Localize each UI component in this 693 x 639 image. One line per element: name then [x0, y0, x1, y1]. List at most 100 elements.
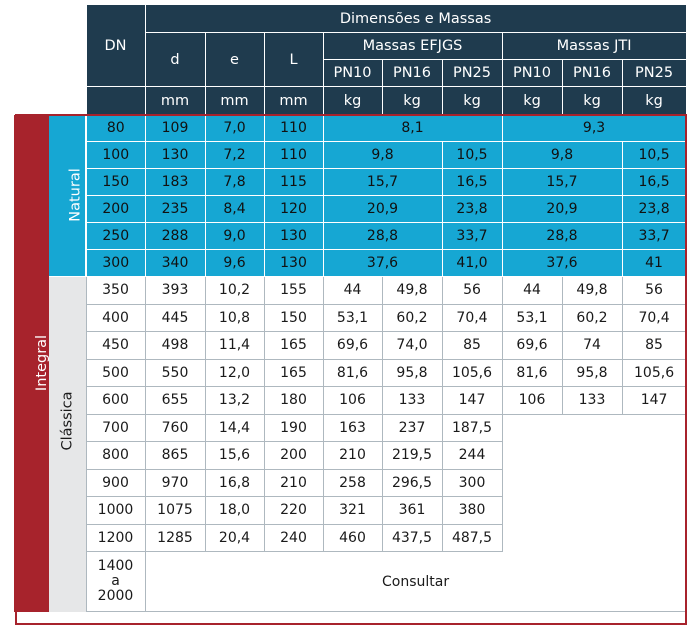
unit-dn	[85, 86, 146, 115]
cell-d: 235	[145, 195, 206, 223]
cell-jti-pn25: 33,7	[622, 222, 687, 250]
cell-jti-pn16: 133	[562, 386, 623, 415]
cell-efjgs-pn25: 85	[442, 331, 503, 360]
cell-e: 7,2	[205, 141, 265, 169]
consultar-note: Consultar	[145, 551, 687, 612]
cell-efjgs-pn10: 258	[323, 469, 383, 497]
cell-e: 14,4	[205, 414, 265, 442]
cell-efjgs-pn25: 41,0	[442, 249, 503, 277]
dn-range-line: a	[111, 573, 120, 589]
cell-jti-pn25: 85	[622, 331, 687, 360]
dn-range-line: 2000	[97, 588, 134, 604]
cell-dn: 700	[86, 414, 146, 442]
cell-d: 393	[145, 276, 206, 305]
cell-d: 760	[145, 414, 206, 442]
cell-jti-pn25: 147	[622, 386, 687, 415]
table-row: Clássica 350 393 10,2 155 44 49,8 56 44 49,8 56	[14, 276, 687, 612]
cell-L: 180	[264, 386, 324, 415]
cell-efjgs-pn25: 380	[442, 496, 503, 525]
cell-e: 10,2	[205, 276, 265, 305]
header-dimensions-title: Dimensões e Massas	[144, 4, 687, 33]
cell-L: 110	[264, 114, 324, 142]
classica-label: Clássica	[59, 391, 76, 451]
cell-efjgs-pn16: 49,8	[382, 276, 443, 305]
unit-d: mm	[144, 86, 206, 115]
cell-efjgs-pn25: 10,5	[442, 141, 503, 169]
dimensions-table: DN Dimensões e Massas d e L Massas EFJGS…	[14, 4, 687, 612]
header-jti-pn25: PN25	[621, 59, 687, 87]
cell-dn: 600	[86, 386, 146, 415]
cell-efjgs-pn25: 244	[442, 441, 503, 470]
table-row: 500 550 12,0 165 81,6 95,8 105,6 81,6 95,8 105,6	[14, 359, 687, 387]
cell-L: 130	[264, 222, 324, 250]
cell-jti-pn10-16: 28,8	[502, 222, 623, 250]
cell-d: 445	[145, 304, 206, 332]
cell-d: 130	[145, 141, 206, 169]
cell-L: 165	[264, 359, 324, 387]
header-jti-pn16: PN16	[561, 59, 623, 87]
cell-efjgs-pn16: 296,5	[382, 469, 443, 497]
cell-e: 18,0	[205, 496, 265, 525]
cell-efjgs-pn16: 95,8	[382, 359, 443, 387]
cell-efjgs-pn16: 219,5	[382, 441, 443, 470]
cell-L: 115	[264, 168, 324, 196]
cell-efjgs-pn25: 487,5	[442, 524, 503, 552]
header-e: e	[204, 32, 265, 87]
cell-dn: 1200	[86, 524, 146, 552]
cell-efjgs-pn10: 321	[323, 496, 383, 525]
cell-efjgs-pn16: 237	[382, 414, 443, 442]
cell-efjgs-pn10: 81,6	[323, 359, 383, 387]
header-L: L	[263, 32, 324, 87]
cell-d: 109	[145, 114, 206, 142]
table-row: 800 865 15,6 200 210 219,5 244	[14, 441, 686, 470]
integral-label-cell: Integral	[14, 114, 49, 612]
header-dn: DN	[85, 4, 146, 87]
header-efjgs-pn25: PN25	[441, 59, 503, 87]
cell-e: 8,4	[205, 195, 265, 223]
cell-efjgs-pn10-16: 15,7	[323, 168, 443, 196]
cell-e: 9,0	[205, 222, 265, 250]
header-efjgs-pn16: PN16	[381, 59, 443, 87]
unit-L: mm	[263, 86, 324, 115]
cell-efjgs-pn25: 300	[442, 469, 503, 497]
cell-jti-pn25: 56	[622, 276, 687, 305]
cell-L: 165	[264, 331, 324, 360]
cell-efjgs-pn16: 133	[382, 386, 443, 415]
cell-efjgs-mass: 8,1	[323, 114, 503, 142]
cell-jti-pn10: 53,1	[502, 304, 563, 332]
table-row: 100 130 7,2 110 9,8 10,5 9,8 10,5	[14, 141, 687, 169]
cell-jti-pn10: 69,6	[502, 331, 563, 360]
cell-efjgs-pn25: 105,6	[442, 359, 503, 387]
cell-jti-pn10-16: 37,6	[502, 249, 623, 277]
cell-jti-pn10: 81,6	[502, 359, 563, 387]
cell-jti-pn10: 44	[502, 276, 563, 305]
cell-efjgs-pn16: 437,5	[382, 524, 443, 552]
cell-jti-pn25: 23,8	[622, 195, 687, 223]
cell-efjgs-pn10: 53,1	[323, 304, 383, 332]
cell-efjgs-pn16: 60,2	[382, 304, 443, 332]
table-row: 900 970 16,8 210 258 296,5 300	[14, 469, 686, 497]
cell-efjgs-pn10: 460	[323, 524, 383, 552]
cell-efjgs-pn25: 147	[442, 386, 503, 415]
cell-dn: 250	[86, 222, 146, 250]
cell-dn: 450	[86, 331, 146, 360]
cell-L: 130	[264, 249, 324, 277]
cell-jti-pn25: 70,4	[622, 304, 687, 332]
classica-label-wrap: Clássica	[49, 392, 85, 475]
cell-e: 11,4	[205, 331, 265, 360]
cell-efjgs-pn10-16: 37,6	[323, 249, 443, 277]
cell-jti-pn16: 95,8	[562, 359, 623, 387]
cell-dn: 900	[86, 469, 146, 497]
unit-jti-pn10: kg	[501, 86, 563, 115]
cell-efjgs-pn25: 16,5	[442, 168, 503, 196]
integral-label: Integral	[34, 334, 49, 392]
table-row: 150 183 7,8 115 15,7 16,5 15,7 16,5	[14, 168, 687, 196]
table-row: 450 498 11,4 165 69,6 74,0 85 69,6 74 85	[14, 331, 687, 360]
table-row: 200 235 8,4 120 20,9 23,8 20,9 23,8	[14, 195, 687, 223]
header-massas-efjgs: Massas EFJGS	[322, 32, 503, 60]
cell-e: 15,6	[205, 441, 265, 470]
cell-dn-range: 1400 a 2000	[86, 551, 146, 612]
cell-jti-pn10-16: 9,8	[502, 141, 623, 169]
cell-d: 550	[145, 359, 206, 387]
cell-dn: 500	[86, 359, 146, 387]
